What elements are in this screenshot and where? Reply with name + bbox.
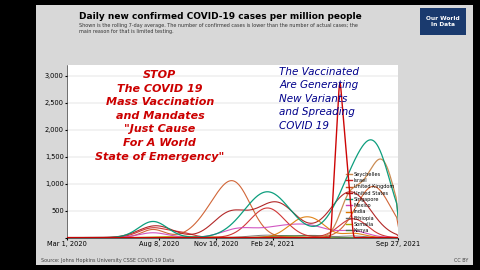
Text: The Vaccinated
Are Generating
New Variants
and Spreading
COVID 19: The Vaccinated Are Generating New Varian… — [279, 66, 359, 131]
Text: Source: Johns Hopkins University CSSE COVID-19 Data: Source: Johns Hopkins University CSSE CO… — [41, 258, 174, 263]
Text: Shown is the rolling 7-day average. The number of confirmed cases is lower than : Shown is the rolling 7-day average. The … — [79, 23, 358, 34]
Text: Daily new confirmed COVID-19 cases per million people: Daily new confirmed COVID-19 cases per m… — [79, 12, 362, 21]
Text: CC BY: CC BY — [454, 258, 468, 263]
Text: Our World
In Data: Our World In Data — [426, 16, 460, 27]
Legend: Seychelles, Israel, United Kingdom, United States, Singapore, Mexico, India, Eth: Seychelles, Israel, United Kingdom, Unit… — [344, 170, 396, 235]
Text: STOP
The COVID 19
Mass Vaccination
and Mandates
"Just Cause
For A World
State of: STOP The COVID 19 Mass Vaccination and M… — [96, 70, 225, 161]
